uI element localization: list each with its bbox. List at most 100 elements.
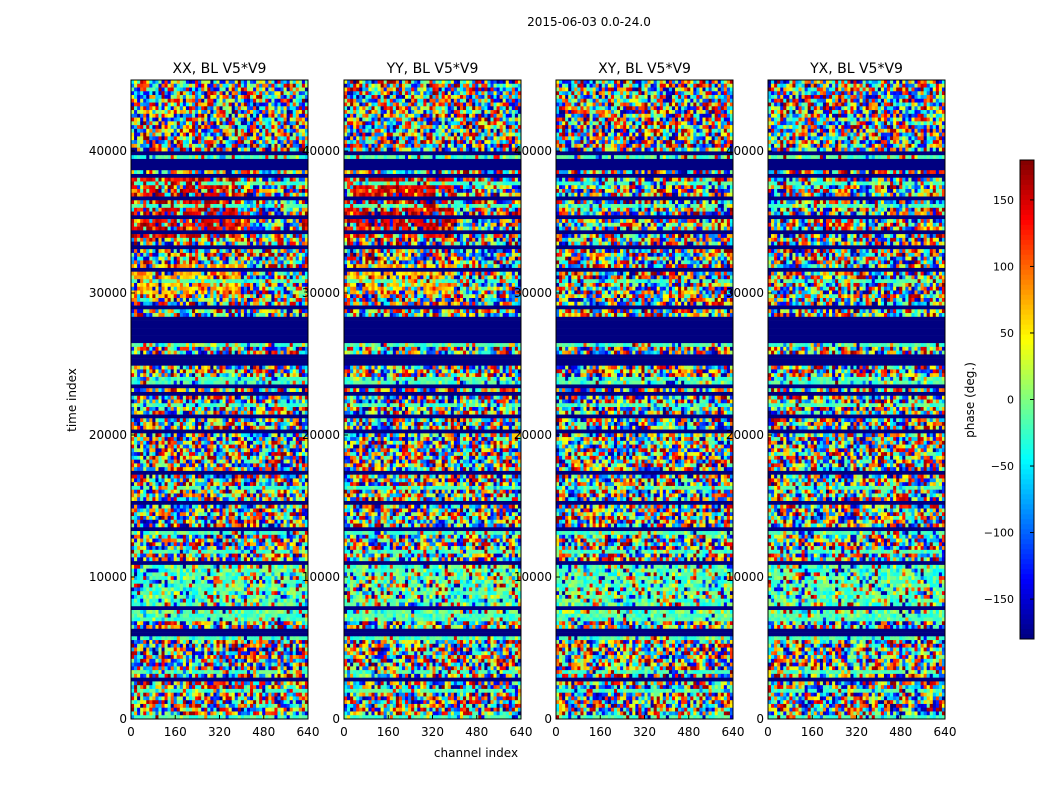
x-tick-label: 640: [722, 725, 745, 739]
y-tick-label: 40000: [89, 144, 127, 158]
colorbar-tick-label: −150: [984, 593, 1014, 606]
y-tick-label: 20000: [514, 428, 552, 442]
panel-title: XY, BL V5*V9: [598, 61, 691, 77]
colorbar-segment: [1020, 489, 1034, 495]
colorbar-segment: [1020, 569, 1034, 575]
heatmap-image: [131, 80, 308, 719]
colorbar-segment: [1020, 449, 1034, 455]
colorbar-segment: [1020, 374, 1034, 380]
colorbar-segment: [1020, 224, 1034, 231]
colorbar-segment: [1020, 469, 1034, 475]
colorbar-segment: [1020, 534, 1034, 540]
colorbar-segment: [1020, 564, 1034, 570]
y-axis-label: time index: [65, 368, 79, 432]
x-tick-label: 640: [297, 725, 320, 739]
colorbar-segment: [1020, 284, 1034, 291]
colorbar-segment: [1020, 314, 1034, 321]
y-tick-label: 10000: [302, 570, 340, 584]
y-tick-label: 0: [544, 712, 552, 726]
colorbar-segment: [1020, 634, 1034, 640]
x-tick-label: 0: [552, 725, 560, 739]
colorbar-segment: [1020, 399, 1034, 405]
x-tick-label: 0: [340, 725, 348, 739]
colorbar-segment: [1020, 294, 1034, 301]
y-tick-label: 10000: [514, 570, 552, 584]
y-tick-label: 0: [119, 712, 127, 726]
colorbar-segment: [1020, 229, 1034, 236]
colorbar-segment: [1020, 434, 1034, 440]
colorbar-segment: [1020, 394, 1034, 400]
x-tick-label: 320: [421, 725, 444, 739]
colorbar-segment: [1020, 160, 1034, 166]
y-tick-label: 20000: [89, 428, 127, 442]
colorbar-segment: [1020, 349, 1034, 355]
x-axis-label: channel index: [434, 746, 518, 760]
colorbar-segment: [1020, 299, 1034, 306]
x-tick-label: 320: [208, 725, 231, 739]
panel-yx: YX, BL V5*V9 0 160 320 480 640 0 10000 20000 3000…: [726, 61, 957, 739]
colorbar-segment: [1020, 609, 1034, 615]
colorbar-segment: [1020, 344, 1034, 350]
heatmap-image: [556, 80, 733, 719]
panel-title: XX, BL V5*V9: [173, 61, 267, 77]
colorbar: −150 −100 −50 0 50 100 150 phase (deg.): [963, 159, 1035, 640]
colorbar-segment: [1020, 354, 1034, 360]
x-tick-label: 160: [377, 725, 400, 739]
x-tick-label: 480: [677, 725, 700, 739]
x-tick-label: 0: [127, 725, 135, 739]
colorbar-segment: [1020, 454, 1034, 460]
colorbar-segment: [1020, 444, 1034, 450]
panel-xx: XX, BL V5*V9 0 160 320 480 640 0 10000 20000 3000…: [89, 61, 320, 739]
colorbar-segment: [1020, 254, 1034, 261]
colorbar-segment: [1020, 409, 1034, 415]
colorbar-segment: [1020, 269, 1034, 276]
colorbar-segment: [1020, 624, 1034, 630]
colorbar-tick-label: 50: [1000, 327, 1014, 340]
x-tick-label: 320: [633, 725, 656, 739]
colorbar-segment: [1020, 519, 1034, 525]
colorbar-segment: [1020, 289, 1034, 296]
colorbar-segment: [1020, 274, 1034, 281]
colorbar-segment: [1020, 484, 1034, 490]
panel-xy: XY, BL V5*V9 0 160 320 480 640 0 10000 20000 3000…: [514, 61, 745, 739]
x-tick-label: 160: [589, 725, 612, 739]
colorbar-segment: [1020, 174, 1034, 181]
colorbar-segment: [1020, 164, 1034, 171]
colorbar-label: phase (deg.): [963, 362, 977, 438]
y-tick-label: 0: [756, 712, 764, 726]
y-tick-label: 40000: [726, 144, 764, 158]
colorbar-segment: [1020, 199, 1034, 206]
colorbar-segment: [1020, 369, 1034, 375]
colorbar-segment: [1020, 234, 1034, 241]
colorbar-segment: [1020, 584, 1034, 590]
colorbar-segment: [1020, 209, 1034, 216]
y-tick-label: 30000: [302, 286, 340, 300]
x-tick-label: 160: [164, 725, 187, 739]
x-tick-label: 160: [801, 725, 824, 739]
colorbar-segment: [1020, 514, 1034, 520]
colorbar-segment: [1020, 239, 1034, 246]
colorbar-segment: [1020, 544, 1034, 550]
colorbar-segment: [1020, 419, 1034, 425]
y-tick-label: 0: [332, 712, 340, 726]
colorbar-segment: [1020, 384, 1034, 390]
colorbar-segment: [1020, 194, 1034, 201]
colorbar-segment: [1020, 459, 1034, 465]
colorbar-segment: [1020, 594, 1034, 600]
colorbar-segment: [1020, 264, 1034, 271]
x-tick-label: 480: [889, 725, 912, 739]
colorbar-segment: [1020, 464, 1034, 470]
colorbar-segment: [1020, 329, 1034, 336]
colorbar-segment: [1020, 549, 1034, 555]
colorbar-tick-label: 150: [993, 194, 1014, 207]
figure-title: 2015-06-03 0.0-24.0: [527, 15, 651, 29]
colorbar-segment: [1020, 494, 1034, 500]
colorbar-segment: [1020, 219, 1034, 226]
colorbar-segment: [1020, 559, 1034, 565]
panel-yy: YY, BL V5*V9 0 160 320 480 640 0 10000 20000 3000…: [302, 61, 533, 739]
colorbar-segment: [1020, 204, 1034, 211]
colorbar-segment: [1020, 499, 1034, 505]
colorbar-segment: [1020, 424, 1034, 430]
y-tick-label: 10000: [89, 570, 127, 584]
